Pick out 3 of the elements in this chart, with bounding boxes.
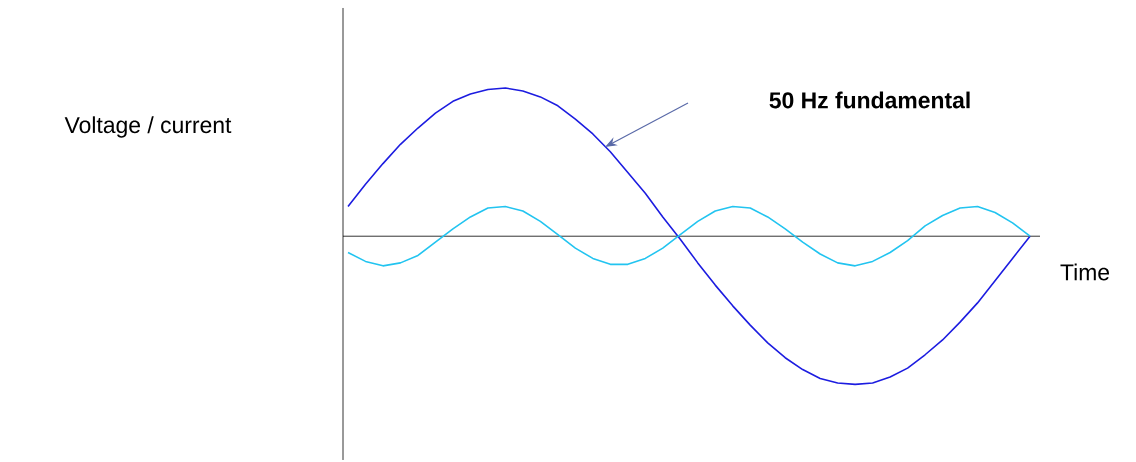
x-axis-title: Time	[1060, 263, 1110, 281]
annotation: 50 Hz fundamental	[769, 91, 970, 109]
y-axis-title: Voltage / current	[64, 116, 232, 138]
